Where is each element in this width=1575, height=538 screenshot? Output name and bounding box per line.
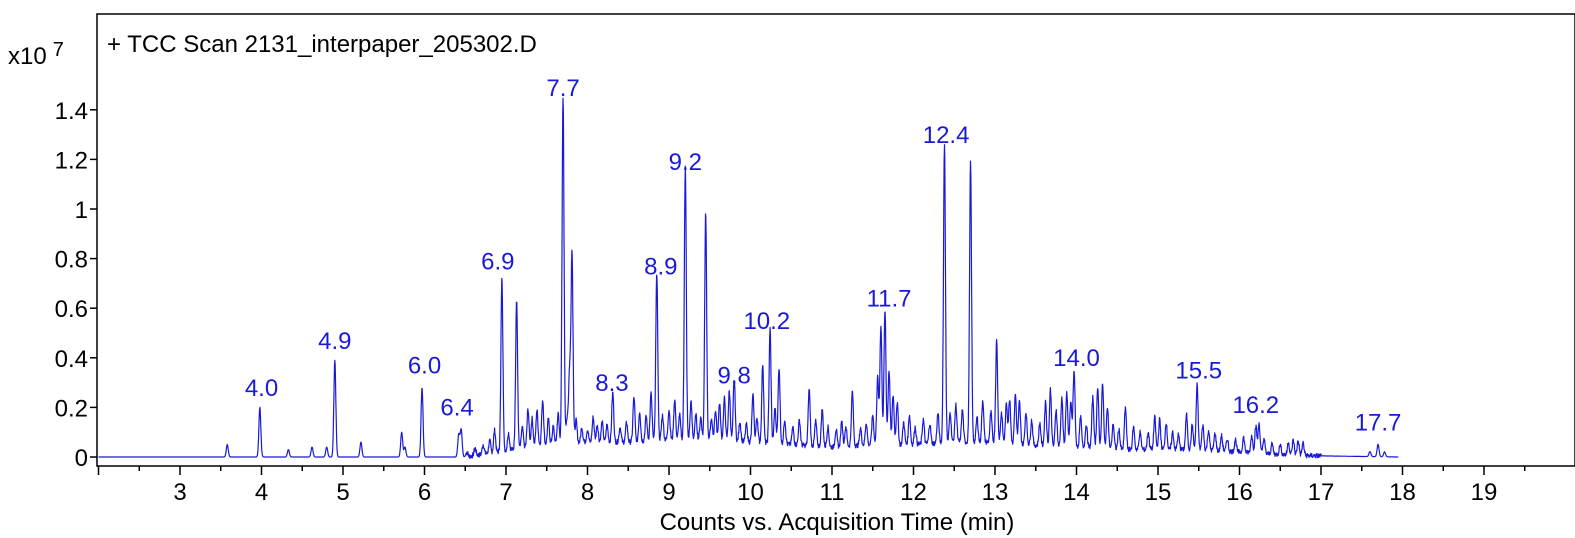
- chart-title: + TCC Scan 2131_interpaper_205302.D: [107, 31, 537, 58]
- peak-label: 8.3: [595, 370, 628, 397]
- y-tick-label: 0: [75, 445, 88, 472]
- peak-label: 6.9: [481, 248, 514, 275]
- x-tick-label: 14: [1063, 479, 1090, 506]
- peak-label: 15.5: [1175, 358, 1222, 385]
- plot-area-frame: [96, 13, 1575, 467]
- x-axis: 3 4 5 6 7 8 9 10 11 12 13 14 15 16 17 18 19: [97, 466, 1526, 506]
- x-tick-label: 9: [662, 479, 675, 506]
- x-tick-label: 18: [1389, 479, 1416, 506]
- x-tick-label: 3: [173, 479, 186, 506]
- peak-label: 12.4: [923, 122, 970, 149]
- x-tick-label: 5: [336, 479, 349, 506]
- x-tick-label: 15: [1145, 479, 1172, 506]
- x-tick-label: 12: [900, 479, 927, 506]
- peak-label: 9.2: [669, 149, 702, 176]
- peak-label: 6.4: [440, 395, 473, 422]
- x-tick-label: 13: [982, 479, 1009, 506]
- peak-label: 11.7: [867, 286, 912, 313]
- peak-label: 6.0: [408, 353, 441, 380]
- y-tick-label: 1.2: [55, 147, 88, 174]
- peak-label: 8.9: [644, 253, 677, 280]
- peak-label: 4.0: [245, 375, 278, 402]
- y-axis: 0 0.2 0.4 0.6 0.8 1 1.2 1.4: [55, 98, 97, 472]
- x-tick-label: 10: [737, 479, 764, 506]
- x-tick-label: 4: [255, 479, 268, 506]
- peak-labels: 4.0 4.9 6.0 6.4 6.9 7.7 8.3 8.9 9.2 9.8 10.2 11.7 12…: [245, 75, 1402, 437]
- y-tick-label: 0.4: [55, 346, 88, 373]
- y-tick-label: 1: [75, 197, 88, 224]
- peak-label: 9.8: [718, 362, 751, 389]
- y-multiplier-base: x10: [8, 43, 47, 70]
- peak-label: 17.7: [1355, 410, 1402, 437]
- y-tick-label: 1.4: [55, 98, 88, 125]
- x-tick-label: 17: [1308, 479, 1335, 506]
- peak-label: 4.9: [318, 328, 351, 355]
- x-tick-label: 6: [418, 479, 431, 506]
- chromatogram-trace: [98, 97, 1399, 459]
- y-tick-label: 0.8: [55, 247, 88, 274]
- x-axis-title: Counts vs. Acquisition Time (min): [660, 509, 1015, 536]
- y-multiplier-exponent: 7: [53, 39, 64, 61]
- y-tick-label: 0.2: [55, 395, 88, 422]
- peak-label: 14.0: [1053, 345, 1100, 372]
- x-tick-label: 7: [499, 479, 512, 506]
- y-tick-label: 0.6: [55, 296, 88, 323]
- y-multiplier-label: x10 7: [8, 39, 64, 70]
- peak-label: 7.7: [546, 75, 579, 102]
- x-tick-label: 16: [1226, 479, 1253, 506]
- peak-label: 16.2: [1232, 392, 1279, 419]
- peak-label: 10.2: [743, 308, 790, 335]
- x-tick-label: 19: [1471, 479, 1498, 506]
- x-tick-label: 8: [581, 479, 594, 506]
- x-tick-label: 11: [820, 479, 845, 506]
